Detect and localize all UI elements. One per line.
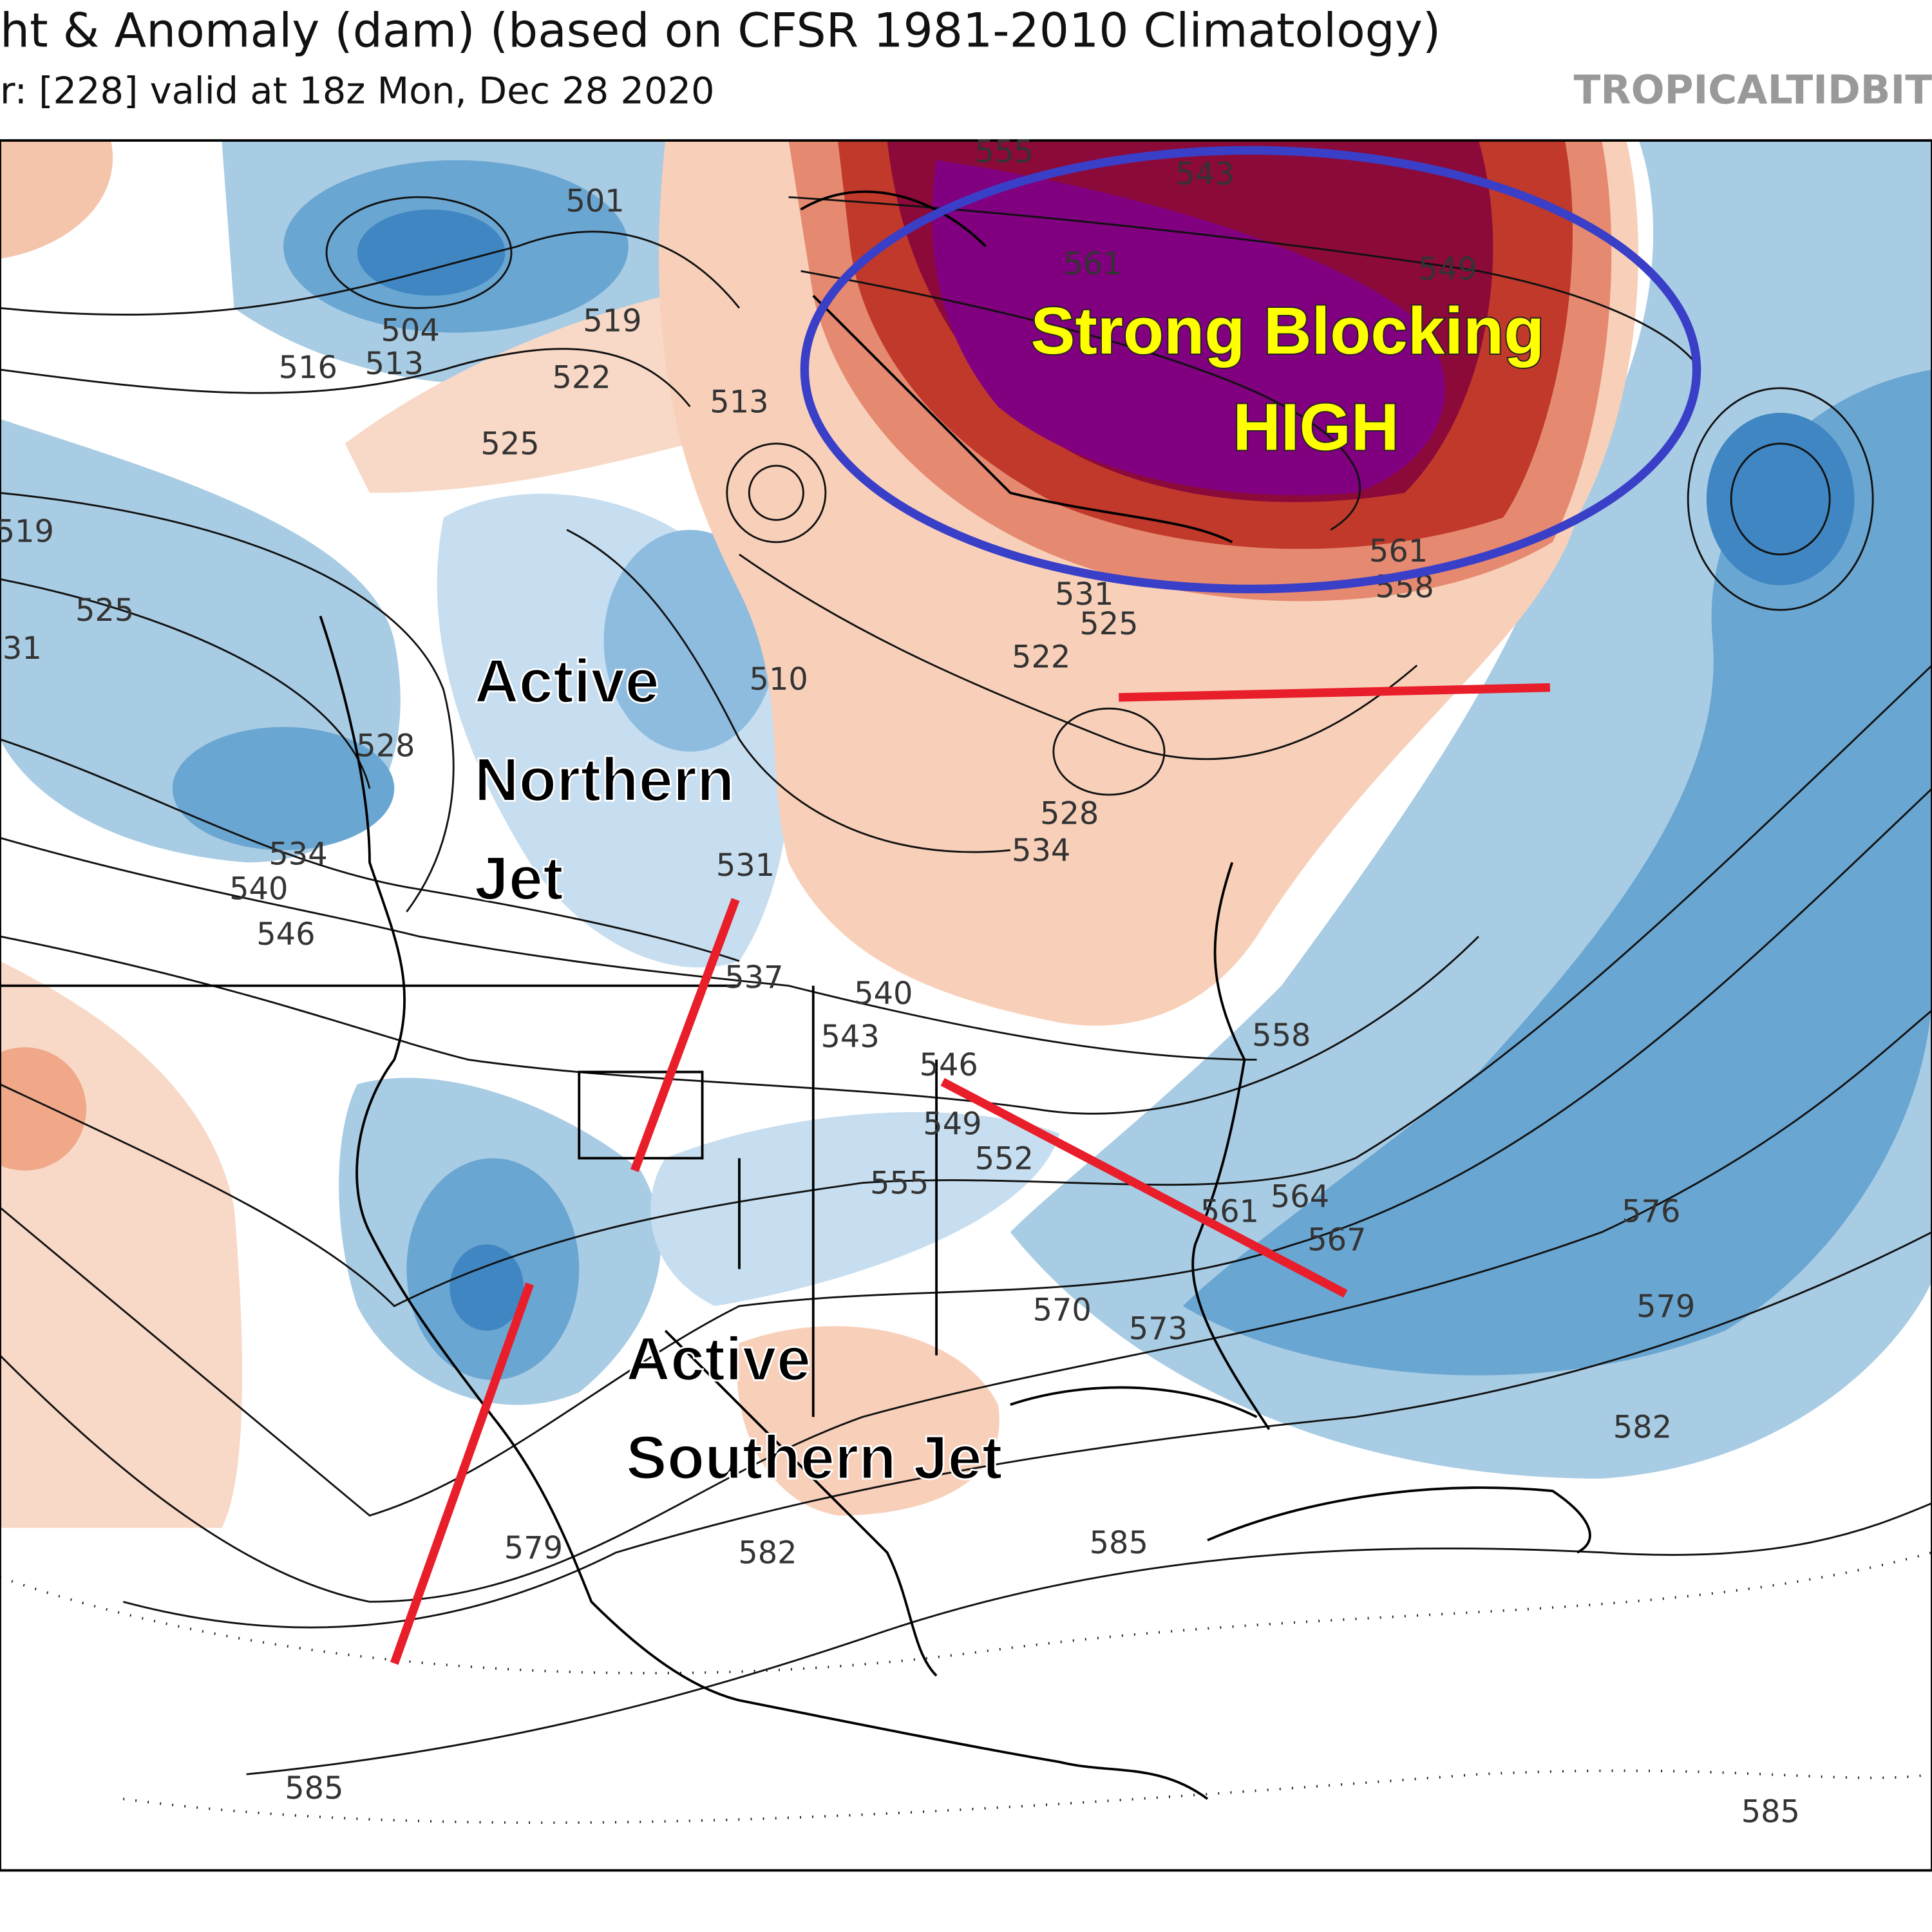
map-frame xyxy=(0,139,1932,1872)
contour-label: 549 xyxy=(1418,252,1477,287)
annotation: Strong Blocking xyxy=(1031,293,1545,368)
contour-label: 540 xyxy=(854,976,913,1012)
jet-line xyxy=(940,1077,1348,1298)
contour-label: 585 xyxy=(1741,1794,1800,1830)
blocking-ellipse xyxy=(800,146,1701,594)
contour-label: 579 xyxy=(1636,1289,1695,1325)
contour-label: 531 xyxy=(1055,577,1113,612)
coastlines xyxy=(0,190,1591,1800)
contour-label: 513 xyxy=(365,346,424,382)
annotation: HIGH xyxy=(1233,389,1399,464)
contour-label: 555 xyxy=(975,135,1034,170)
negative-anomaly xyxy=(0,140,1932,1479)
contour-label: 549 xyxy=(923,1107,981,1142)
height-contours xyxy=(0,196,1932,1824)
contour-label: 528 xyxy=(1040,797,1099,832)
contour-label: 576 xyxy=(1622,1195,1680,1230)
contour-label: 558 xyxy=(1252,1018,1311,1054)
map-subtitle: r: [228] valid at 18z Mon, Dec 28 2020 xyxy=(0,70,715,113)
contour-label: 546 xyxy=(256,917,315,952)
contour-label: 567 xyxy=(1307,1223,1366,1258)
jet-line xyxy=(390,1282,535,1665)
contour-label: 585 xyxy=(285,1771,343,1806)
contour-label: 501 xyxy=(565,184,624,220)
contour-label: 519 xyxy=(583,303,641,339)
contour-label: 525 xyxy=(1079,607,1138,642)
map-panel xyxy=(0,139,1932,1872)
contour-label: 525 xyxy=(75,593,134,629)
contour-label: 564 xyxy=(1271,1180,1329,1215)
contour-label: 573 xyxy=(1129,1311,1188,1347)
annotation: Northern xyxy=(475,746,735,815)
contour-label: 534 xyxy=(269,837,327,873)
contour-label: 522 xyxy=(1012,640,1070,676)
contour-label: 579 xyxy=(504,1531,563,1566)
contour-label: 510 xyxy=(750,662,808,697)
contour-label: 555 xyxy=(870,1166,929,1202)
contour-label: 531 xyxy=(0,631,42,667)
annotation: Southern Jet xyxy=(626,1423,1003,1492)
contour-label: 537 xyxy=(724,960,783,996)
annotation: Jet xyxy=(475,844,564,913)
contour-label: 543 xyxy=(1176,157,1235,193)
contour-label: 531 xyxy=(716,848,775,884)
contour-label: 522 xyxy=(552,360,611,395)
contour-label: 504 xyxy=(381,314,439,349)
contour-label: 552 xyxy=(975,1141,1034,1177)
contour-label: 561 xyxy=(1369,534,1428,569)
contour-label: 528 xyxy=(356,728,415,764)
contour-label: 525 xyxy=(480,427,539,462)
jet-line xyxy=(630,898,740,1172)
contour-label: 543 xyxy=(821,1019,880,1055)
contour-label: 582 xyxy=(738,1536,797,1571)
annotation: Active xyxy=(475,647,659,716)
contour-label: 570 xyxy=(1033,1293,1092,1329)
contour-label: 513 xyxy=(710,385,768,421)
contour-label: 519 xyxy=(0,514,54,549)
contour-label: 582 xyxy=(1613,1410,1672,1445)
contour-label: 585 xyxy=(1090,1526,1148,1561)
contour-label: 546 xyxy=(920,1048,978,1083)
contour-label: 540 xyxy=(229,871,288,907)
contour-label: 516 xyxy=(279,350,337,386)
contour-label: 534 xyxy=(1012,833,1070,869)
watermark: TROPICALTIDBIT xyxy=(1574,68,1932,113)
contour-label: 561 xyxy=(1063,247,1122,282)
annotation-overlay: Strong Blocking HIGH Active Northern Jet… xyxy=(390,146,1701,1665)
jet-line xyxy=(1119,683,1551,702)
map-title: ht & Anomaly (dam) (based on CFSR 1981-2… xyxy=(0,5,1441,59)
annotation: Active xyxy=(626,1325,811,1394)
